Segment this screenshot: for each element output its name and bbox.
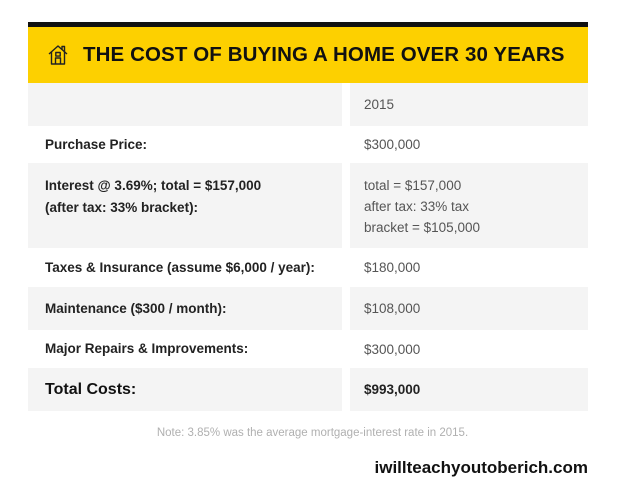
table-row: Maintenance ($300 / month): $108,000: [28, 287, 588, 330]
table-title: THE COST OF BUYING A HOME OVER 30 YEARS: [83, 43, 565, 66]
row-label: Interest @ 3.69%; total = $157,000 (afte…: [28, 163, 342, 248]
column-header-label: [28, 83, 342, 126]
row-label: Major Repairs & Improvements:: [45, 341, 249, 356]
row-value: total = $157,000 after tax: 33% tax brac…: [350, 163, 588, 248]
row-value: $108,000: [350, 287, 588, 330]
row-label: Purchase Price:: [45, 136, 148, 152]
total-label: Total Costs:: [28, 368, 342, 411]
total-row: Total Costs: $993,000: [28, 368, 588, 411]
table-row: Major Repairs & Improvements: $300,000: [28, 330, 588, 368]
row-label: Taxes & Insurance (assume $6,000 / year)…: [45, 259, 315, 275]
site-watermark: iwillteachyoutoberich.com: [374, 458, 589, 477]
row-label: Maintenance ($300 / month):: [28, 287, 342, 330]
table-row: Interest @ 3.69%; total = $157,000 (afte…: [28, 163, 588, 248]
column-header-row: 2015: [28, 83, 588, 126]
total-value: $993,000: [350, 368, 588, 411]
row-value: $300,000: [364, 341, 421, 357]
table-row: Taxes & Insurance (assume $6,000 / year)…: [28, 248, 588, 287]
table-header-banner: THE COST OF BUYING A HOME OVER 30 YEARS: [28, 27, 588, 83]
table-row: Purchase Price: $300,000: [28, 126, 588, 163]
column-header-year: 2015: [350, 83, 588, 126]
row-value: $180,000: [364, 260, 421, 275]
header-top-bar: [28, 22, 588, 27]
house-icon: [47, 43, 69, 67]
footnote: Note: 3.85% was the average mortgage-int…: [156, 427, 469, 439]
row-value: $300,000: [364, 137, 421, 152]
